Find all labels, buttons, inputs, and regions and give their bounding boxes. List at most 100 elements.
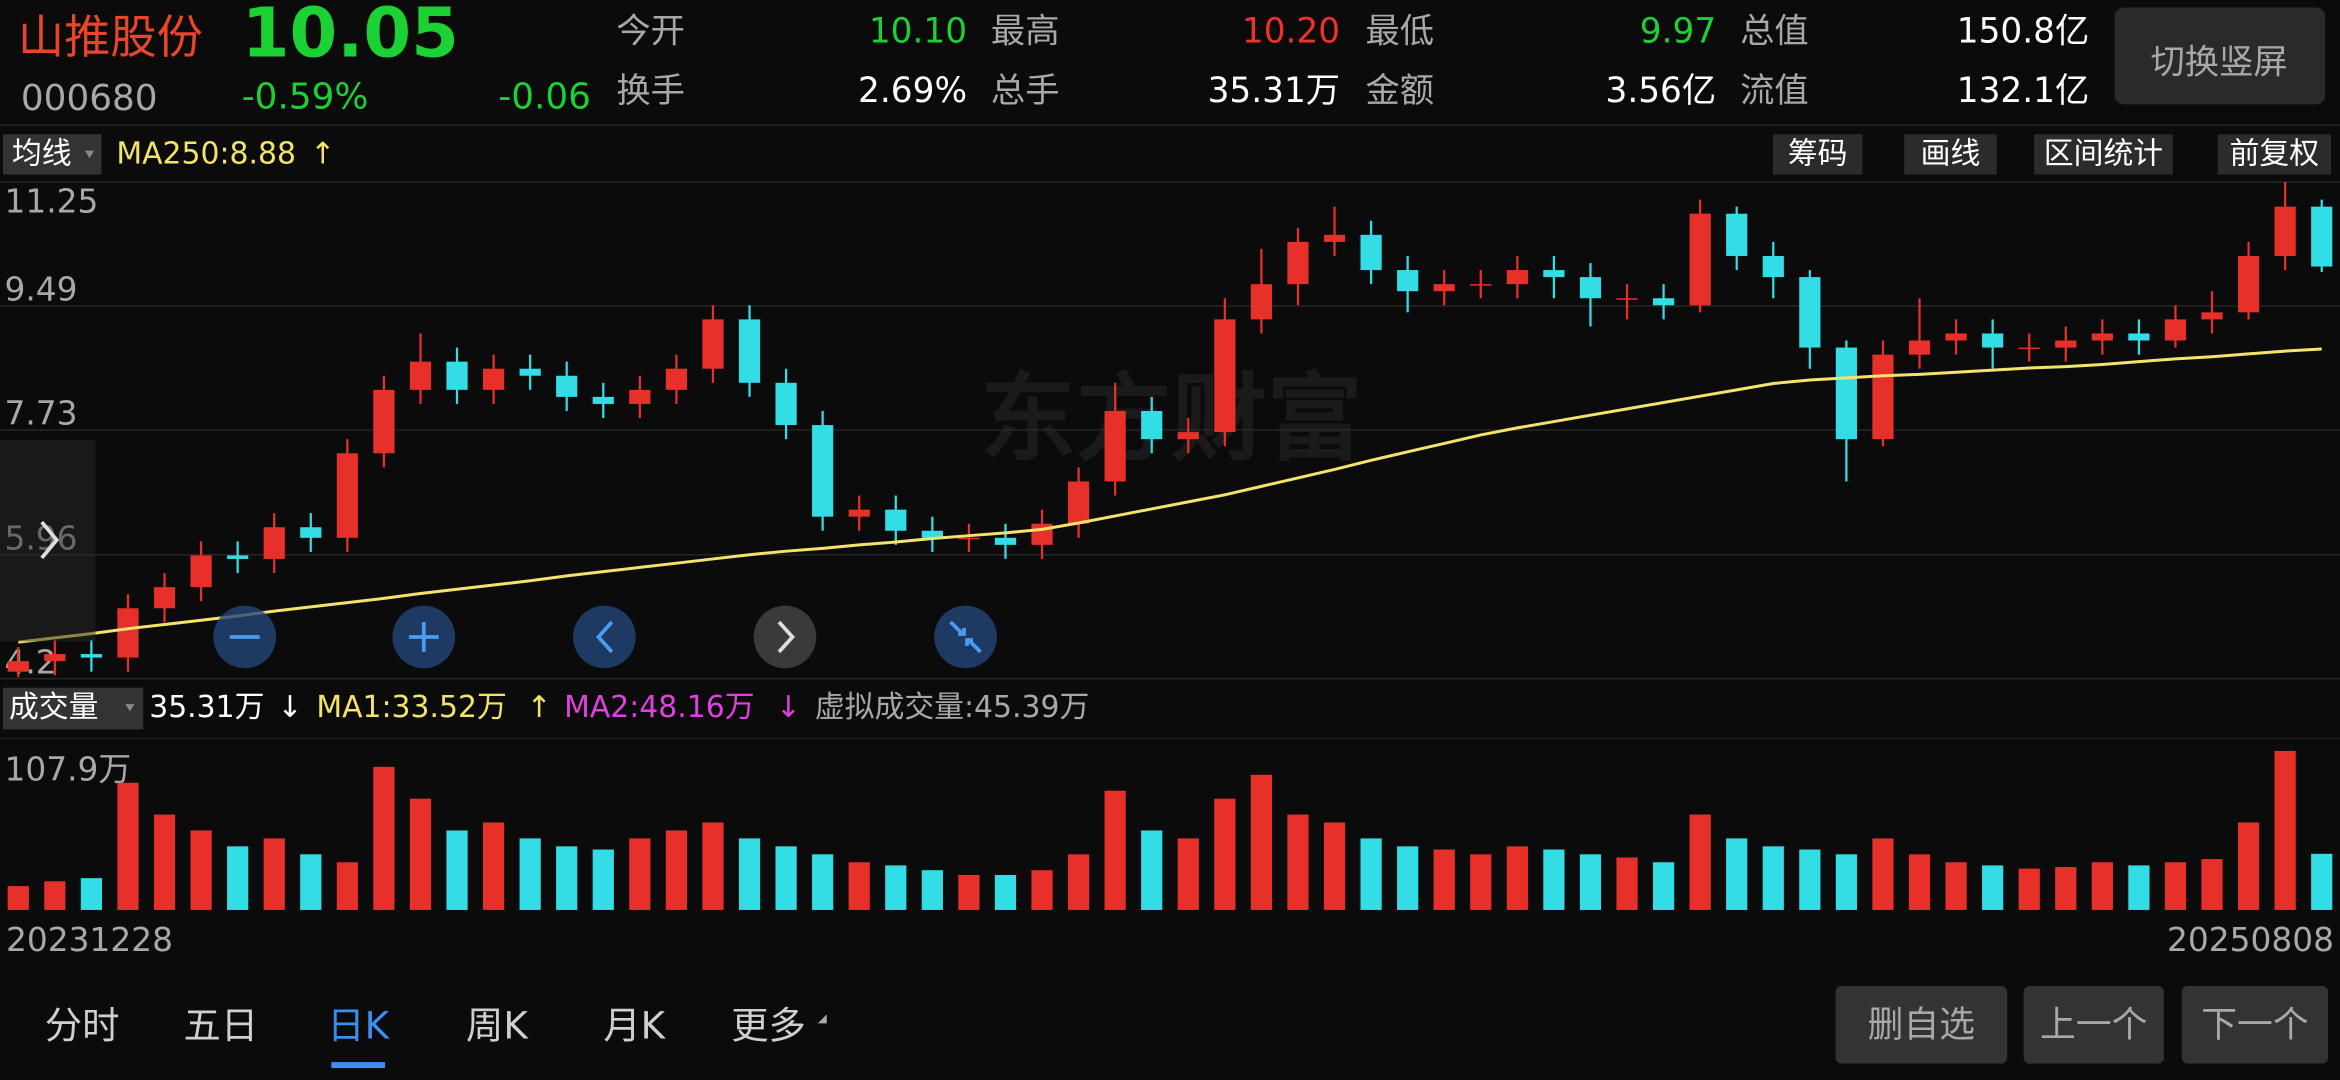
candle-body <box>2055 340 2077 348</box>
chart-control-icon[interactable] <box>408 622 439 652</box>
volume-bar <box>2201 859 2223 910</box>
candle-body <box>738 319 761 383</box>
bottom-button-label[interactable]: 下一个 <box>2201 1004 2308 1045</box>
bottom-button[interactable] <box>2023 986 2164 1064</box>
toolbar-button[interactable] <box>2217 134 2332 175</box>
candle-body <box>848 509 870 517</box>
x-tick-label: 20250808 <box>2167 921 2334 959</box>
candle-body <box>702 319 724 369</box>
bottom-button[interactable] <box>1835 986 2008 1064</box>
candle-body <box>921 530 943 538</box>
bottom-button[interactable] <box>2181 986 2329 1064</box>
candle-body <box>1470 284 1492 286</box>
toolbar-button[interactable] <box>1904 134 1997 175</box>
candle-body <box>812 425 834 517</box>
chart-control-icon[interactable] <box>949 620 982 654</box>
toolbar-button-label[interactable]: 画线 <box>1921 137 1981 172</box>
volume-bar <box>848 862 870 910</box>
volume-arrow: ↓ <box>278 690 303 725</box>
volume-bar <box>1945 862 1967 910</box>
volume-select[interactable] <box>2 687 144 730</box>
candle-body <box>1872 354 1894 440</box>
toolbar-button-label[interactable]: 前复权 <box>2230 137 2320 172</box>
volume-bar <box>373 766 395 910</box>
y-tick-label: 7.73 <box>4 395 77 433</box>
volume-bar <box>1579 854 1602 910</box>
toolbar-button-label[interactable]: 区间统计 <box>2044 137 2163 172</box>
chart-control[interactable] <box>753 605 817 669</box>
tab[interactable]: 更多 <box>731 1003 806 1047</box>
candle-body <box>556 375 578 397</box>
candle-body <box>1506 270 1528 285</box>
stat-label: 换手 <box>616 71 685 111</box>
candle-body <box>446 361 468 390</box>
more-icon <box>817 1014 827 1024</box>
volume-bar <box>1762 846 1784 910</box>
chart-control[interactable] <box>934 605 997 669</box>
candle-body <box>263 527 285 559</box>
candle-body <box>2237 255 2260 313</box>
chart-control-icon[interactable] <box>595 620 614 654</box>
stat-value: 3.56亿 <box>1606 71 1717 111</box>
candle-body <box>1323 234 1346 242</box>
volume-bar <box>1799 849 1821 910</box>
volume-bar <box>2164 862 2187 910</box>
volume-bar <box>1397 846 1419 910</box>
switch-button-label[interactable]: 切换竖屏 <box>2151 43 2288 83</box>
bottom-button-label[interactable]: 删自选 <box>1868 1004 1975 1045</box>
change: -0.06 <box>498 76 591 117</box>
change-pct: -0.59% <box>242 76 369 117</box>
volume-bar <box>482 822 505 910</box>
switch-button[interactable] <box>2114 7 2326 105</box>
indicator-select[interactable] <box>2 134 102 175</box>
volume-bar <box>1067 854 1090 910</box>
tab[interactable]: 周K <box>466 1003 529 1047</box>
toolbar-button[interactable] <box>1772 134 1863 175</box>
toolbar-button[interactable] <box>2034 134 2173 175</box>
tab[interactable]: 分时 <box>45 1003 120 1047</box>
stat-value: 2.69% <box>858 71 967 111</box>
stat-value: 10.10 <box>869 11 967 51</box>
ma2-arrow: ↓ <box>776 690 801 725</box>
volume-bar <box>775 846 797 910</box>
volume-bar <box>2128 865 2150 910</box>
volume-bar <box>556 846 578 910</box>
candle-body <box>1104 410 1126 482</box>
volume-bar <box>1908 854 1931 910</box>
volume-bar <box>812 854 834 910</box>
tab[interactable]: 月K <box>603 1003 666 1047</box>
candle-body <box>1214 319 1236 433</box>
virtual-volume: 虚拟成交量:45.39万 <box>815 690 1089 725</box>
candle-body <box>2091 333 2113 341</box>
volume-bar <box>1689 814 1711 910</box>
dropdown-icon <box>85 150 95 159</box>
volume-bar <box>409 798 432 910</box>
indicator-label[interactable]: 均线 <box>12 137 72 172</box>
toolbar-button-label[interactable]: 筹码 <box>1788 137 1848 172</box>
volume-bar <box>665 830 688 910</box>
stat-label: 总值 <box>1740 11 1809 51</box>
volume-select-label[interactable]: 成交量 <box>9 690 99 725</box>
candle-body <box>1543 270 1565 278</box>
stat-value: 132.1亿 <box>1957 71 2090 111</box>
candle-body <box>958 537 980 540</box>
side-handle[interactable] <box>0 440 96 642</box>
chart-control-icon[interactable] <box>777 620 795 654</box>
tab[interactable]: 五日 <box>184 1003 259 1047</box>
volume-current: 35.31万 <box>149 690 264 725</box>
volume-bar <box>629 838 651 910</box>
tab[interactable]: 日K <box>327 1003 390 1047</box>
candle-body <box>1250 284 1273 320</box>
candle-body <box>44 654 66 662</box>
candle-body <box>665 368 688 390</box>
candle-body <box>1579 277 1602 299</box>
volume-bar <box>2274 750 2296 910</box>
volume-bar <box>153 814 176 910</box>
side-arrow[interactable] <box>40 520 60 560</box>
bottom-button-label[interactable]: 上一个 <box>2040 1004 2147 1045</box>
candle-body <box>629 389 651 404</box>
candle-body <box>2274 206 2296 256</box>
chart-control[interactable] <box>573 605 636 669</box>
candle-body <box>2128 333 2150 341</box>
